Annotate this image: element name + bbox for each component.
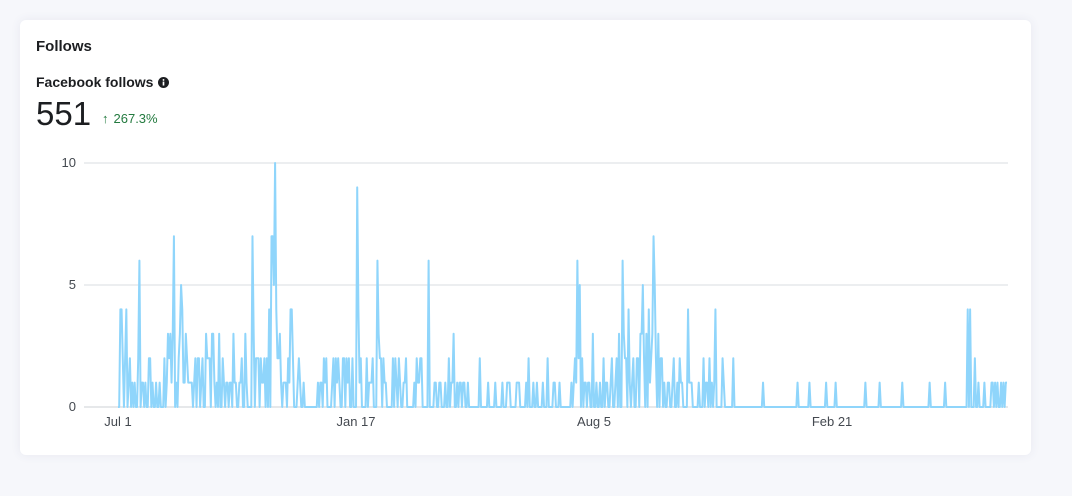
delta-value: 267.3% — [113, 111, 158, 126]
y-axis-ticks: 0 5 10 — [62, 155, 76, 414]
series-line — [118, 162, 1007, 408]
metric-value: 551 — [36, 95, 92, 132]
info-icon[interactable] — [158, 76, 170, 88]
y-tick-label: 5 — [69, 277, 76, 292]
metric-label: Facebook follows — [36, 74, 170, 90]
delta-badge: ↑ 267.3% — [102, 111, 158, 126]
y-tick-label: 0 — [69, 399, 76, 414]
x-tick-label: Feb 21 — [812, 414, 852, 429]
metric-label-text: Facebook follows — [36, 74, 154, 90]
arrow-up-icon: ↑ — [102, 111, 109, 126]
y-tick-label: 10 — [62, 155, 76, 170]
x-axis-ticks: Jul 1 Jan 17 Aug 5 Feb 21 — [104, 414, 852, 429]
section-title: Follows — [36, 38, 92, 55]
x-tick-label: Aug 5 — [577, 414, 611, 429]
x-tick-label: Jul 1 — [104, 414, 131, 429]
x-tick-label: Jan 17 — [336, 414, 375, 429]
